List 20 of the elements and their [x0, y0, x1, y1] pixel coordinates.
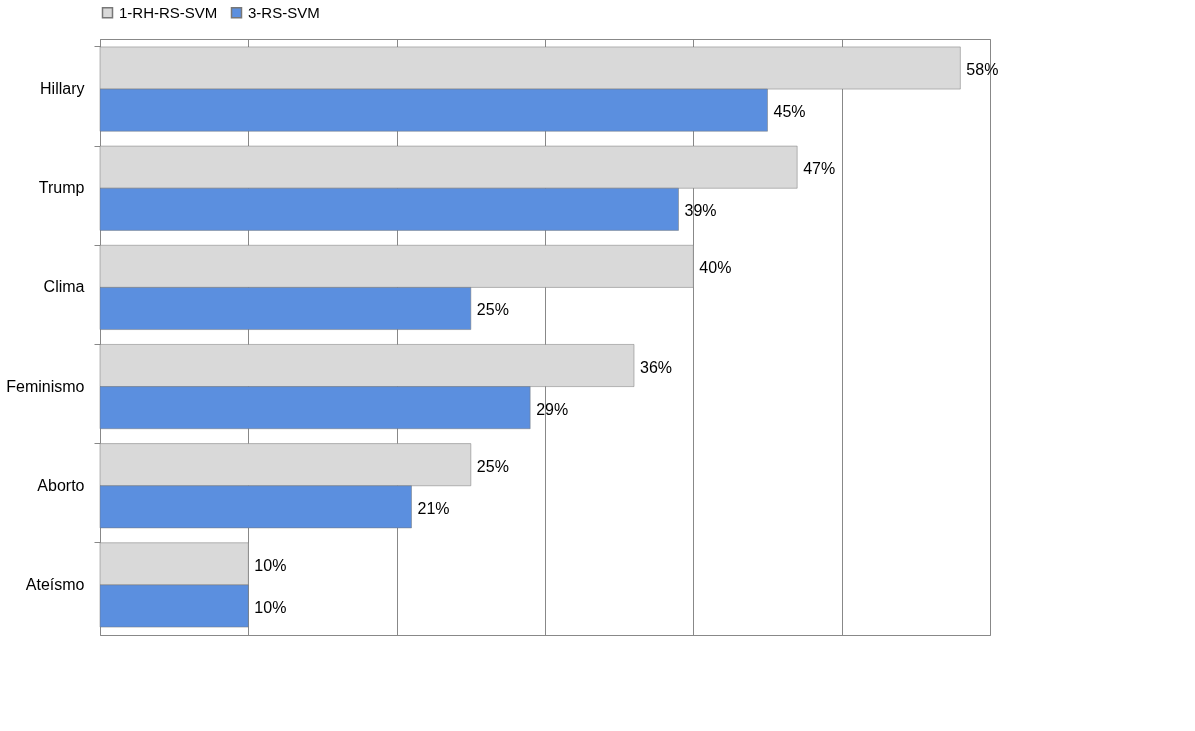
- data-label: 40%: [699, 259, 732, 277]
- legend-label: 3-RS-SVM: [248, 3, 320, 21]
- data-label: 39%: [684, 202, 717, 220]
- data-label: 25%: [476, 301, 509, 319]
- data-label: 45%: [773, 103, 806, 121]
- data-label: 10%: [254, 556, 287, 574]
- data-label: 21%: [417, 499, 450, 517]
- y-tick-label: Trump: [38, 179, 85, 197]
- y-tick-label: Hillary: [40, 80, 85, 98]
- data-label: 25%: [476, 457, 509, 475]
- data-label: 58%: [966, 61, 999, 79]
- data-label: 47%: [803, 160, 836, 178]
- data-label: 29%: [536, 400, 569, 418]
- y-tick-label: Feminismo: [6, 377, 85, 395]
- data-label: 36%: [640, 358, 673, 376]
- data-label: 10%: [254, 598, 287, 616]
- y-tick-label: Ateísmo: [25, 575, 85, 593]
- legend-label: 1-RH-RS-SVM: [119, 3, 218, 21]
- y-tick-label: Aborto: [37, 476, 85, 494]
- y-tick-label: Clima: [43, 278, 85, 296]
